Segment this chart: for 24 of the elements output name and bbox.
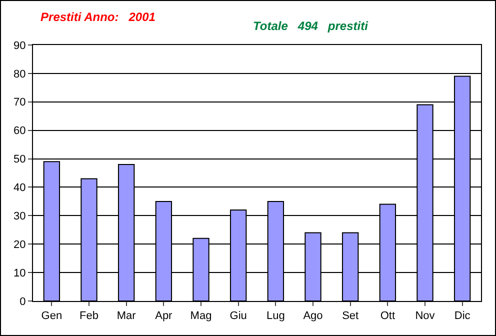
y-tick-label: 90: [14, 40, 26, 52]
x-tick-label: Mag: [190, 310, 212, 322]
x-tick-label: Giu: [230, 310, 247, 322]
x-tick-label: Lug: [266, 310, 285, 322]
y-tick-label: 50: [14, 154, 26, 166]
x-tick-label: Nov: [415, 310, 436, 322]
y-tick-label: 40: [14, 182, 26, 194]
x-tick-label: Mar: [116, 310, 136, 322]
chart-subtitle: Totale 494 prestiti: [253, 19, 369, 33]
y-tick-label: 60: [14, 125, 26, 138]
x-tick-label: Feb: [80, 310, 98, 322]
y-tick-label: 70: [14, 96, 26, 109]
y-tick-label: 80: [14, 68, 26, 80]
x-tick-label: Set: [342, 310, 359, 322]
x-tick-label: Apr: [155, 310, 173, 322]
chart-title: Prestiti Anno: 2001: [40, 10, 156, 24]
y-tick-label: 0: [20, 296, 26, 308]
x-tick-label: Ott: [380, 310, 396, 322]
x-tick-label: Ago: [303, 310, 323, 322]
y-tick-label: 20: [14, 238, 26, 251]
y-tick-label: 30: [14, 210, 26, 223]
x-tick-label: Dic: [454, 310, 471, 322]
y-tick-label: 10: [14, 267, 26, 280]
x-tick-label: Gen: [41, 310, 62, 322]
